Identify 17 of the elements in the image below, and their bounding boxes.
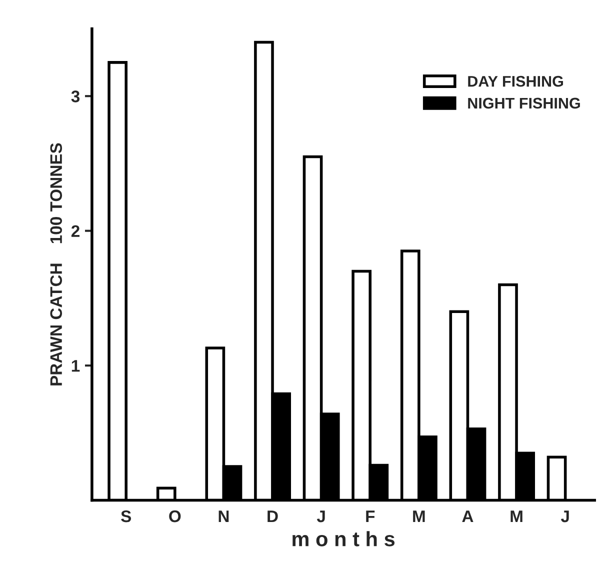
y-tick-label: 3 <box>71 90 80 102</box>
x-tick-label: M <box>510 510 522 522</box>
x-tick-label: J <box>560 510 569 522</box>
x-tick-label: J <box>316 510 325 522</box>
x-tick-label: N <box>218 510 229 522</box>
x-tick-label: O <box>169 510 181 522</box>
x-tick-label: D <box>268 510 278 522</box>
legend-label: DAY FISHING <box>468 76 563 87</box>
x-tick-label: M <box>413 510 425 522</box>
x-tick-label: A <box>462 510 474 522</box>
x-tick-label: F <box>366 510 375 522</box>
y-tick-label: 2 <box>71 225 80 237</box>
x-tick-label: S <box>121 510 132 522</box>
x-axis-title: m o n t h s <box>292 531 395 546</box>
y-tick-label: 1 <box>72 360 80 372</box>
legend-label: NIGHT FISHING <box>468 98 580 109</box>
y-axis-title: PRAWN CATCH 100 TONNES <box>50 143 62 386</box>
